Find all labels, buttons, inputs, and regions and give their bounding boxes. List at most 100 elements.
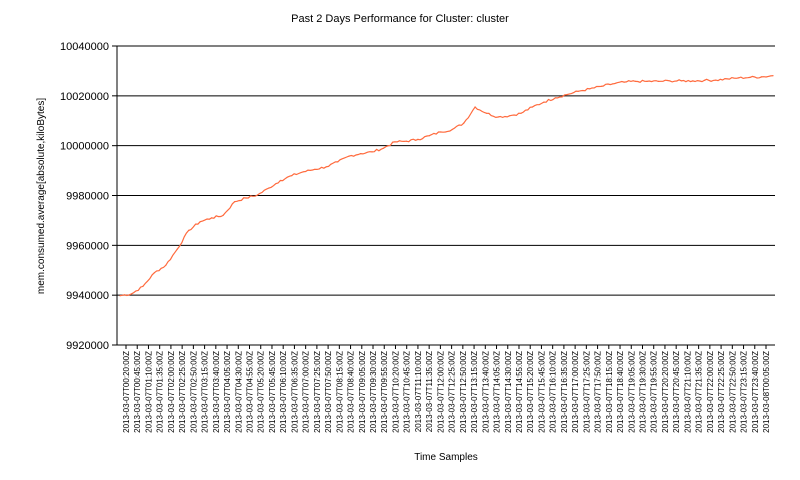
x-tick-label: 2013-03-07T19:05:00Z (627, 351, 636, 433)
data-point (302, 171, 304, 173)
data-point (165, 264, 167, 266)
data-point (211, 217, 213, 219)
x-tick-label: 2013-03-07T14:55:00Z (515, 351, 524, 433)
x-tick-label: 2013-03-07T16:10:00Z (549, 351, 558, 433)
x-tick-label: 2013-03-07T17:00:00Z (571, 351, 580, 433)
x-tick-label: 2013-03-07T03:40:00Z (212, 351, 221, 433)
data-point (554, 97, 556, 99)
x-tick-label: 2013-03-07T07:00:00Z (302, 351, 311, 433)
data-point (371, 151, 373, 153)
y-tick-label: 10000000 (60, 141, 109, 153)
data-point (623, 81, 625, 83)
x-axis-ticks: 2013-03-07T00:20:00Z 2013-03-07T00:45:00Z… (122, 345, 771, 433)
series-line (119, 75, 774, 297)
x-tick-label: 2013-03-07T04:05:00Z (223, 351, 232, 433)
x-tick-label: 2013-03-07T18:15:00Z (605, 351, 614, 433)
x-tick-label: 2013-03-07T07:25:00Z (313, 351, 322, 433)
chart-title: Past 2 Days Performance for Cluster: clu… (291, 13, 509, 25)
data-point (256, 194, 259, 196)
x-tick-label: 2013-03-07T10:45:00Z (403, 351, 412, 433)
y-axis-ticks: 9920000 9940000 9960000 9980000 10000000 1002… (60, 41, 117, 352)
x-tick-label: 2013-03-07T20:20:00Z (661, 351, 670, 433)
data-point (142, 285, 144, 287)
x-tick-label: 2013-03-07T01:35:00Z (156, 351, 165, 433)
data-point (440, 131, 442, 133)
data-point (245, 197, 247, 199)
data-point (715, 79, 717, 81)
x-tick-label: 2013-03-07T11:35:00Z (425, 351, 434, 432)
x-tick-label: 2013-03-07T21:35:00Z (695, 351, 704, 433)
x-tick-label: 2013-03-08T00:05:00Z (762, 351, 771, 433)
x-tick-label: 2013-03-07T00:45:00Z (133, 351, 142, 433)
data-point (176, 248, 178, 250)
data-point (474, 106, 476, 108)
axes (116, 46, 775, 346)
y-tick-label: 9980000 (66, 191, 109, 203)
data-point (772, 75, 774, 77)
x-tick-label: 2013-03-07T22:25:00Z (717, 351, 726, 433)
data-point (634, 80, 637, 82)
x-tick-label: 2013-03-07T14:05:00Z (493, 351, 502, 433)
x-tick-label: 2013-03-07T17:50:00Z (594, 351, 603, 433)
data-point (680, 80, 683, 82)
y-tick-label: 9920000 (66, 340, 109, 352)
data-point (405, 140, 407, 142)
data-point (577, 90, 579, 92)
data-point (153, 272, 155, 274)
y-tick-label: 10040000 (60, 41, 109, 53)
x-tick-label: 2013-03-07T14:30:00Z (504, 351, 513, 433)
x-tick-label: 2013-03-07T10:20:00Z (391, 351, 400, 433)
x-tick-label: 2013-03-07T12:50:00Z (459, 351, 468, 433)
x-tick-label: 2013-03-07T23:15:00Z (740, 351, 749, 433)
x-tick-label: 2013-03-07T13:15:00Z (470, 351, 479, 433)
data-point (612, 83, 614, 85)
data-point (600, 85, 602, 87)
x-tick-label: 2013-03-07T03:15:00Z (201, 351, 210, 433)
data-point (130, 293, 133, 295)
x-tick-label: 2013-03-07T06:35:00Z (290, 351, 299, 433)
data-point (428, 135, 430, 137)
data-point (463, 122, 465, 124)
data-point (325, 166, 327, 168)
x-tick-label: 2013-03-07T09:30:00Z (369, 351, 378, 433)
y-axis-label: mem.consumed.average[absolute,kiloBytes] (36, 98, 47, 294)
data-point (119, 295, 121, 297)
x-tick-label: 2013-03-07T02:00:00Z (167, 351, 176, 433)
data-point (360, 153, 362, 155)
data-point (348, 155, 350, 157)
x-tick-label: 2013-03-07T21:10:00Z (683, 351, 692, 433)
x-tick-label: 2013-03-07T20:45:00Z (672, 351, 681, 433)
series-layer (119, 75, 774, 297)
data-point (268, 187, 270, 189)
data-point (692, 80, 694, 82)
x-tick-label: 2013-03-07T17:25:00Z (582, 351, 591, 433)
x-tick-label: 2013-03-07T02:50:00Z (189, 351, 198, 433)
data-point (520, 112, 522, 114)
data-point (188, 229, 190, 231)
x-tick-label: 2013-03-07T19:30:00Z (638, 351, 647, 433)
data-point (646, 80, 648, 82)
x-tick-label: 2013-03-07T05:20:00Z (257, 351, 266, 433)
data-point (497, 116, 499, 118)
x-tick-label: 2013-03-07T01:10:00Z (144, 351, 153, 433)
x-tick-label: 2013-03-07T18:40:00Z (616, 351, 625, 433)
y-tick-label: 9940000 (66, 290, 109, 302)
data-point (726, 78, 728, 80)
data-point (566, 94, 568, 96)
data-point (382, 147, 385, 149)
data-point (749, 76, 751, 78)
data-point (703, 79, 705, 81)
x-tick-label: 2013-03-07T19:55:00Z (650, 351, 659, 433)
x-tick-label: 2013-03-07T08:40:00Z (347, 351, 356, 433)
gridlines (117, 45, 775, 346)
x-tick-label: 2013-03-07T04:55:00Z (246, 351, 255, 433)
data-point (337, 161, 339, 163)
x-tick-label: 2013-03-07T04:30:00Z (234, 351, 243, 433)
x-tick-label: 2013-03-07T23:40:00Z (751, 351, 760, 433)
data-point (279, 179, 281, 182)
x-tick-label: 2013-03-07T15:45:00Z (537, 351, 546, 433)
y-tick-label: 9960000 (66, 240, 109, 252)
x-tick-label: 2013-03-07T09:05:00Z (358, 351, 367, 433)
x-tick-label: 2013-03-07T08:15:00Z (335, 351, 344, 433)
data-point (589, 88, 591, 90)
